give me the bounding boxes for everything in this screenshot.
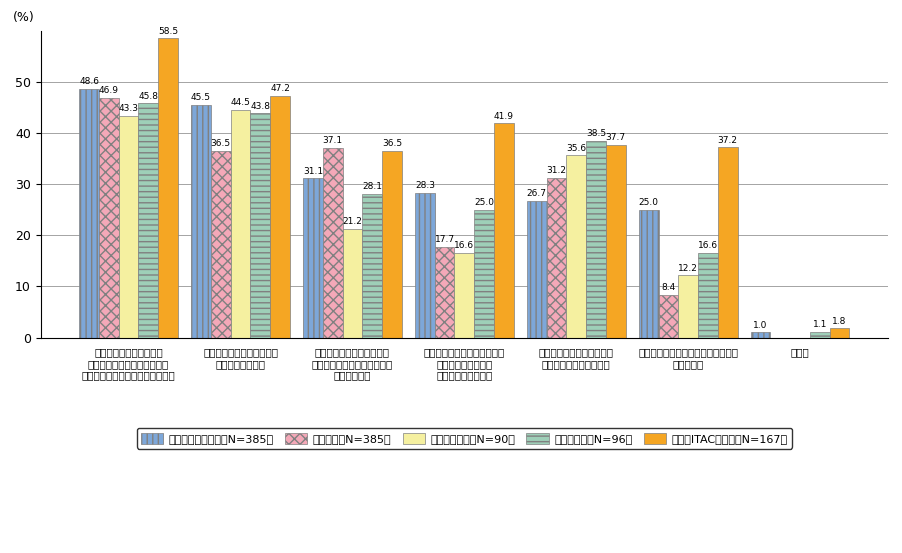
Bar (191, 105, 211, 337)
Y-axis label: (%): (%) (13, 12, 34, 24)
Bar (434, 247, 454, 337)
Text: 35.6: 35.6 (566, 144, 585, 153)
Text: 36.5: 36.5 (210, 139, 231, 148)
Text: 31.2: 31.2 (546, 166, 566, 175)
Bar (605, 145, 625, 337)
Bar (230, 110, 250, 337)
Bar (99, 97, 118, 337)
Text: 37.2: 37.2 (717, 135, 737, 145)
Text: 1.8: 1.8 (832, 317, 846, 326)
Bar (546, 178, 566, 337)
Bar (211, 151, 230, 337)
Bar (382, 151, 401, 337)
Text: 26.7: 26.7 (526, 189, 547, 199)
Text: 48.6: 48.6 (79, 77, 99, 86)
Bar (527, 201, 546, 337)
Bar (474, 210, 493, 337)
Text: 16.6: 16.6 (454, 241, 474, 250)
Text: 38.5: 38.5 (585, 129, 605, 138)
Text: 41.9: 41.9 (493, 112, 513, 121)
Text: 25.0: 25.0 (638, 198, 658, 207)
Bar (829, 328, 849, 337)
Text: 58.5: 58.5 (158, 27, 178, 35)
Bar (566, 155, 585, 337)
Legend: 日本（一般）企業（N=385）, 米国企業（N=385）, イギリス企業（N=90）, ドイツ企業（N=96）, 日本（ITAC）企業（N=167）: 日本（一般）企業（N=385）, 米国企業（N=385）, イギリス企業（N=9… (136, 428, 791, 448)
Bar (362, 194, 382, 337)
Bar (342, 229, 362, 337)
Text: 43.3: 43.3 (118, 105, 138, 113)
Bar (138, 103, 158, 337)
Bar (118, 116, 138, 337)
Text: 45.8: 45.8 (138, 92, 158, 101)
Bar (250, 113, 270, 337)
Text: 28.1: 28.1 (362, 182, 382, 191)
Bar (158, 38, 178, 337)
Text: 16.6: 16.6 (697, 241, 717, 250)
Bar (493, 123, 513, 337)
Bar (750, 332, 769, 337)
Text: 45.5: 45.5 (191, 93, 211, 102)
Bar (658, 295, 677, 337)
Text: 31.1: 31.1 (302, 167, 323, 176)
Bar (809, 332, 829, 337)
Text: 8.4: 8.4 (660, 283, 675, 292)
Text: 37.7: 37.7 (605, 133, 625, 142)
Bar (585, 140, 605, 337)
Text: 46.9: 46.9 (98, 86, 119, 95)
Text: 47.2: 47.2 (270, 85, 290, 93)
Text: 21.2: 21.2 (342, 217, 362, 227)
Bar (677, 275, 697, 337)
Text: 36.5: 36.5 (382, 139, 401, 148)
Bar (322, 148, 342, 337)
Bar (717, 147, 737, 337)
Bar (79, 89, 99, 337)
Text: 28.3: 28.3 (414, 181, 435, 190)
Bar (303, 179, 322, 337)
Text: 37.1: 37.1 (322, 136, 343, 145)
Bar (638, 210, 658, 337)
Text: 44.5: 44.5 (230, 98, 250, 107)
Text: 1.0: 1.0 (752, 321, 767, 330)
Text: 43.8: 43.8 (250, 102, 270, 111)
Text: 1.1: 1.1 (812, 320, 826, 330)
Text: 17.7: 17.7 (434, 236, 455, 244)
Bar (454, 253, 474, 337)
Bar (697, 253, 717, 337)
Bar (270, 96, 290, 337)
Text: 25.0: 25.0 (474, 198, 493, 207)
Text: 12.2: 12.2 (677, 264, 697, 273)
Bar (415, 192, 434, 337)
